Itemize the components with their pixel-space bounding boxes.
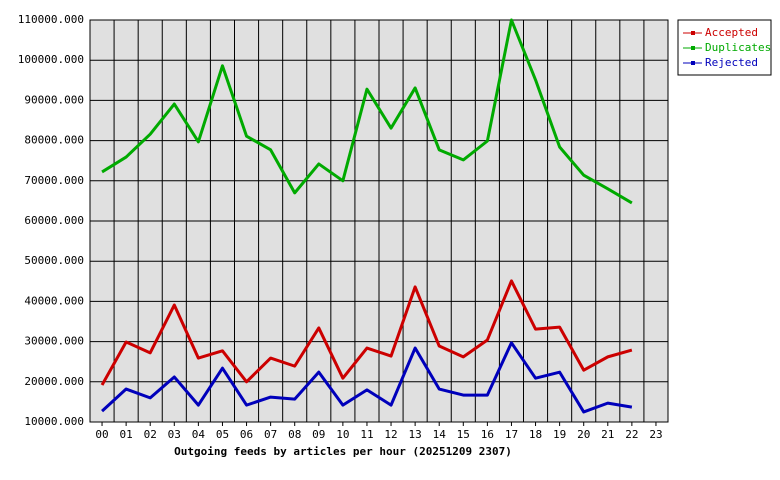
- legend-label: Rejected: [705, 56, 758, 69]
- y-tick-label: 60000.000: [24, 214, 84, 227]
- legend-marker: [691, 31, 695, 35]
- x-tick-label: 02: [144, 428, 157, 441]
- x-tick-label: 23: [649, 428, 662, 441]
- x-tick-label: 01: [120, 428, 133, 441]
- series-line: [101, 18, 633, 205]
- y-tick-label: 50000.000: [24, 254, 84, 267]
- y-tick-label: 30000.000: [24, 335, 84, 348]
- x-tick-label: 06: [240, 428, 253, 441]
- x-tick-label: 21: [601, 428, 614, 441]
- x-tick-label: 15: [457, 428, 470, 441]
- x-tick-label: 05: [216, 428, 229, 441]
- x-tick-label: 16: [481, 428, 494, 441]
- x-tick-label: 07: [264, 428, 277, 441]
- x-tick-label: 17: [505, 428, 518, 441]
- x-tick-label: 20: [577, 428, 590, 441]
- x-tick-label: 11: [360, 428, 373, 441]
- legend-label: Duplicates: [705, 41, 771, 54]
- legend-marker: [691, 61, 695, 65]
- y-tick-label: 70000.000: [24, 174, 84, 187]
- y-tick-label: 20000.000: [24, 375, 84, 388]
- y-tick-label: 90000.000: [24, 93, 84, 106]
- y-tick-label: 80000.000: [24, 134, 84, 147]
- x-axis-label: Outgoing feeds by articles per hour (202…: [174, 445, 512, 458]
- legend-label: Accepted: [705, 26, 758, 39]
- x-tick-label: 14: [433, 428, 447, 441]
- x-tick-label: 03: [168, 428, 181, 441]
- x-tick-label: 00: [95, 428, 108, 441]
- y-tick-label: 40000.000: [24, 294, 84, 307]
- y-tick-label: 100000.000: [18, 53, 84, 66]
- x-tick-label: 12: [384, 428, 397, 441]
- x-tick-label: 09: [312, 428, 325, 441]
- legend-marker: [691, 46, 695, 50]
- x-tick-label: 13: [409, 428, 422, 441]
- x-tick-label: 18: [529, 428, 542, 441]
- x-tick-label: 10: [336, 428, 349, 441]
- y-tick-label: 110000.000: [18, 13, 84, 26]
- series-line: [100, 279, 633, 386]
- x-tick-label: 08: [288, 428, 301, 441]
- plot-border: [89, 19, 669, 423]
- x-tick-label: 22: [625, 428, 638, 441]
- y-tick-label: 10000.000: [24, 415, 84, 428]
- x-tick-label: 04: [192, 428, 206, 441]
- x-tick-label: 19: [553, 428, 566, 441]
- series-line: [101, 341, 633, 414]
